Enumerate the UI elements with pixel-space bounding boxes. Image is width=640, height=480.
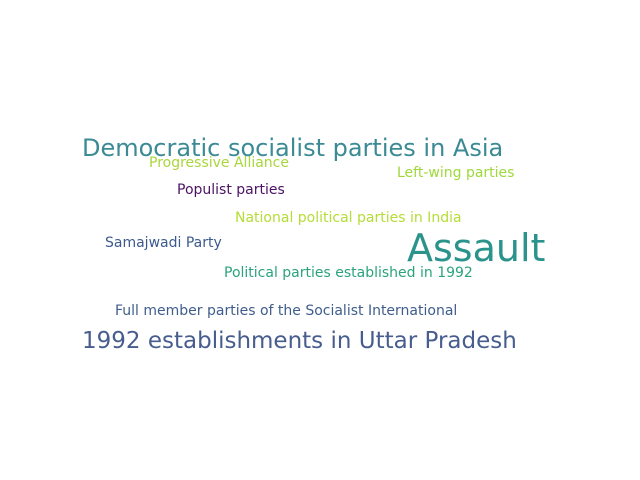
- word-democratic-socialist-parties-in-asia: Democratic socialist parties in Asia: [82, 134, 504, 162]
- word-left-wing-parties: Left-wing parties: [397, 165, 515, 181]
- word-progressive-alliance: Progressive Alliance: [149, 155, 289, 171]
- word-1992-establishments-in-uttar-pradesh: 1992 establishments in Uttar Pradesh: [82, 328, 517, 354]
- word-political-parties-established-in-1992: Political parties established in 1992: [224, 265, 473, 281]
- word-full-member-parties-socialist-international: Full member parties of the Socialist Int…: [115, 303, 458, 319]
- word-populist-parties: Populist parties: [177, 182, 285, 198]
- word-national-political-parties-in-india: National political parties in India: [235, 210, 462, 226]
- word-samajwadi-party: Samajwadi Party: [105, 235, 222, 251]
- word-assault: Assault: [407, 226, 546, 270]
